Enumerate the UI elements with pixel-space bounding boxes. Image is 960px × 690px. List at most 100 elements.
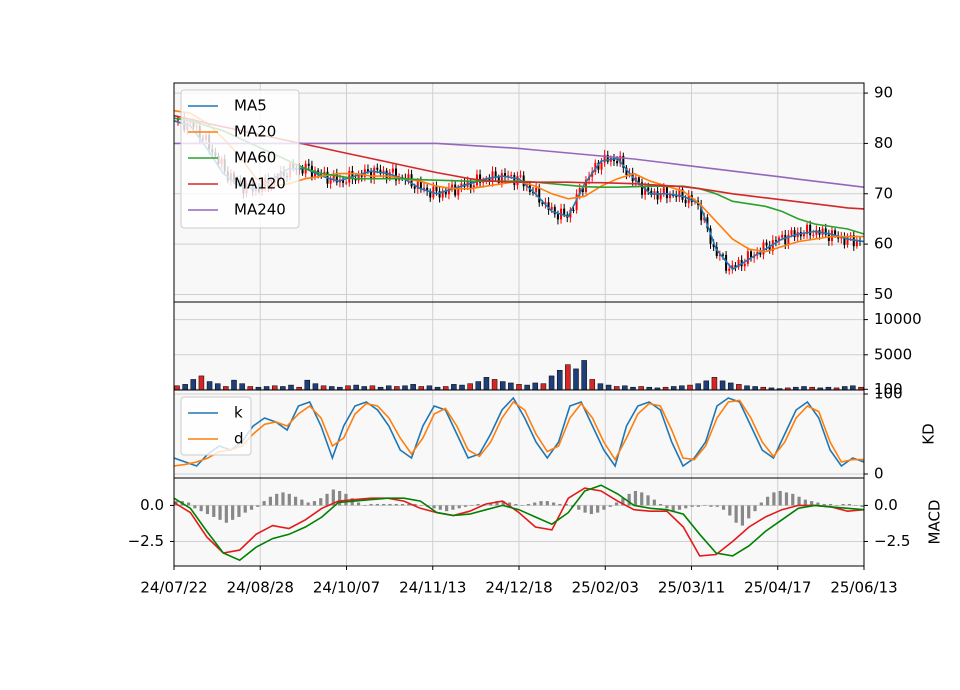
candle-body — [584, 179, 587, 192]
candle-body — [827, 234, 830, 242]
candle-body — [659, 193, 662, 200]
candle-body — [572, 209, 575, 211]
volume-bar — [182, 384, 188, 391]
candle-body — [834, 230, 837, 236]
x-axis-ticks: 24/07/22 24/08/28 24/10/07 24/11/13 24/12/18… — [140, 566, 898, 597]
candle-body — [500, 173, 503, 184]
candle-body — [510, 175, 513, 177]
candle-body — [345, 182, 348, 184]
macd-histogram-bar — [186, 502, 191, 506]
legend-label-ma5: MA5 — [234, 97, 267, 115]
macd-histogram-bar — [413, 503, 417, 506]
candle-body — [759, 252, 762, 255]
candle-body — [581, 188, 584, 192]
macd-histogram-bar — [608, 505, 612, 507]
volume-bar — [394, 386, 400, 391]
candle-body — [700, 204, 703, 221]
candle-body — [366, 169, 369, 172]
macd-histogram-bar — [589, 505, 593, 515]
macd-histogram-bar — [602, 505, 606, 510]
macd-histogram-bar — [363, 505, 367, 506]
volume-bar — [483, 377, 490, 391]
candle-body — [373, 167, 376, 180]
macd-histogram-bar — [665, 505, 669, 509]
volume-bar — [573, 368, 579, 391]
volume-bar — [475, 381, 482, 391]
volume-bar — [727, 382, 734, 391]
candle-body — [731, 265, 734, 269]
volume-bar — [752, 386, 758, 391]
candle-body — [301, 167, 304, 174]
volume-bar — [263, 386, 270, 391]
x-tick-label: 24/11/13 — [399, 579, 466, 597]
candle-body — [715, 247, 718, 256]
volume-bar — [638, 386, 644, 391]
macd-histogram-bar — [331, 489, 335, 506]
macd-histogram-bar — [778, 490, 782, 506]
kd-panel: 0 100 KD — [173, 385, 938, 483]
macd-histogram-bar — [803, 499, 807, 506]
candle-body — [376, 167, 379, 170]
candle-body — [394, 168, 397, 181]
macd-histogram-bar — [577, 505, 581, 510]
candle-body — [725, 254, 728, 271]
candle-body — [709, 228, 712, 244]
macd-histogram-bar — [614, 502, 619, 506]
volume-bar — [442, 386, 449, 391]
volume-bar — [711, 377, 718, 391]
macd-histogram-bar — [375, 503, 379, 506]
candle-body — [603, 154, 606, 163]
y-tick-label-right: 70 — [874, 184, 893, 202]
macd-histogram-bar — [495, 501, 499, 506]
macd-histogram-bar — [262, 501, 266, 506]
volume-bar — [613, 386, 620, 391]
volume-bar — [670, 386, 677, 391]
y-tick-label-left: −2.5 — [128, 532, 164, 550]
macd-histogram-bar — [476, 503, 480, 506]
candle-body — [606, 154, 609, 162]
macd-histogram-bar — [847, 503, 852, 506]
candle-body — [575, 194, 578, 211]
candle-body — [802, 233, 805, 237]
macd-panel: 0.0 0.0 −2.5 −2.5 MACD — [128, 477, 944, 567]
candle-body — [793, 230, 796, 238]
macd-histogram-bar — [841, 503, 845, 506]
volume-bar — [361, 386, 368, 391]
candle-body — [678, 189, 681, 198]
volume-bar — [565, 364, 571, 391]
candle-body — [771, 240, 774, 252]
macd-histogram-bar — [715, 505, 719, 507]
candle-body — [342, 179, 345, 183]
y-tick-label-right: 90 — [874, 84, 893, 102]
macd-histogram-bar — [822, 503, 826, 506]
legend-label-ma240: MA240 — [234, 201, 286, 219]
volume-bar — [288, 384, 294, 391]
candle-body — [460, 183, 463, 188]
x-tick-label: 24/10/07 — [313, 579, 380, 597]
candle-body — [578, 188, 581, 195]
candle-body — [821, 228, 824, 235]
volume-bar — [532, 382, 539, 391]
macd-histogram-bar — [432, 505, 436, 509]
candle-body — [846, 236, 849, 245]
volume-bar — [459, 384, 465, 391]
volume-bar — [353, 384, 359, 391]
volume-bar — [548, 375, 555, 391]
volume-bar — [703, 380, 710, 391]
macd-histogram-bar — [507, 502, 512, 506]
macd-histogram-bar — [759, 502, 763, 506]
candle-body — [669, 195, 672, 199]
candle-body — [323, 171, 326, 175]
volume-bar — [304, 379, 311, 391]
macd-histogram-bar — [791, 493, 795, 506]
macd-histogram-bar — [388, 503, 392, 506]
candle-body — [781, 234, 784, 238]
candle-body — [778, 237, 781, 242]
macd-histogram-bar — [457, 505, 461, 509]
macd-histogram-bar — [312, 501, 317, 506]
volume-bar — [402, 385, 408, 391]
y-tick-label-right: 10000 — [874, 310, 922, 328]
volume-bar — [320, 385, 327, 391]
candle-body — [513, 175, 516, 186]
macd-histogram-bar — [243, 505, 247, 513]
